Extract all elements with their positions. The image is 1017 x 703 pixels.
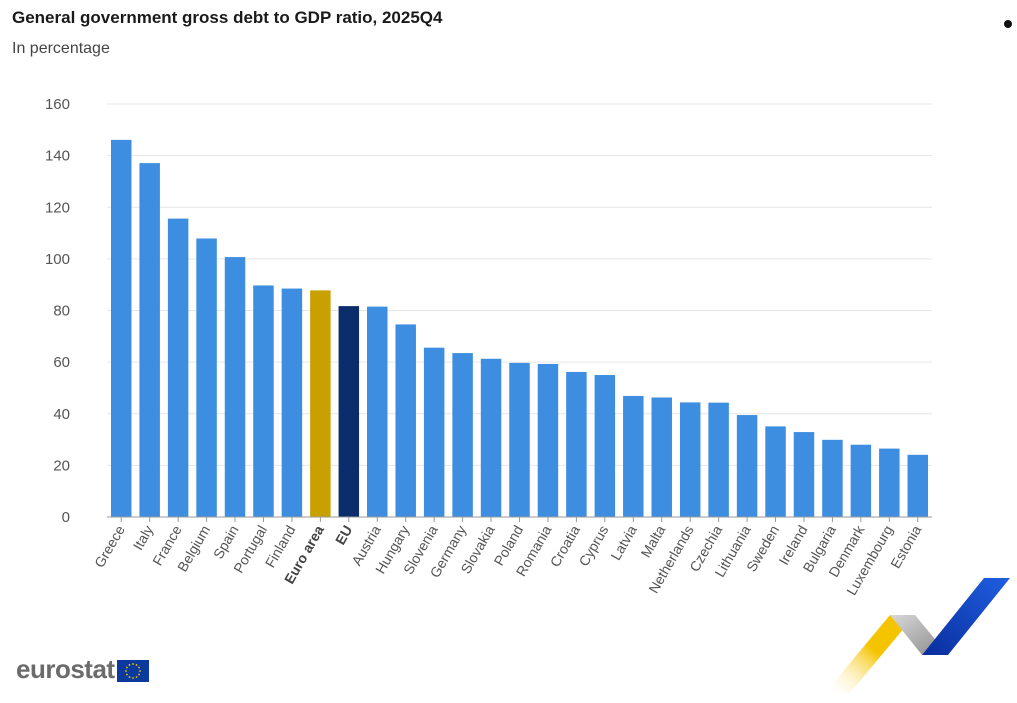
eurostat-wordmark: eurostat: [16, 653, 115, 684]
bar-chart: 0 20 40 60 80 100 120 140 160 Greece ItalyFranceB…: [45, 96, 932, 598]
y-tick-label: 120: [45, 199, 70, 216]
x-tick-label: Latvia: [607, 522, 640, 563]
eu-star-icon: [131, 662, 134, 665]
x-tick-label: Italy: [130, 523, 157, 553]
chart-subtitle: In percentage: [12, 40, 110, 57]
y-tick-label: 100: [45, 251, 70, 268]
bar-cyprus[interactable]: [594, 375, 616, 517]
bar-austria[interactable]: [367, 306, 388, 517]
eu-star-icon: [137, 666, 140, 668]
bar-lithuania[interactable]: [736, 415, 758, 517]
y-tick-label: 60: [53, 354, 70, 371]
x-axis-labels: Greece ItalyFranceBelgiumSpainPortugalFin…: [91, 517, 924, 598]
eu-star-icon: [125, 666, 128, 668]
eu-star-icon: [138, 669, 141, 672]
bar-portugal[interactable]: [253, 285, 274, 517]
y-tick-label: 80: [53, 303, 70, 320]
eu-star-icon: [135, 663, 137, 666]
bar-greece[interactable]: [110, 139, 132, 517]
x-tick-label: EU: [332, 523, 356, 548]
bar-italy[interactable]: [139, 163, 160, 517]
y-tick-label: 0: [62, 509, 70, 526]
eu-star-icon: [128, 675, 130, 678]
eu-star-icon: [128, 663, 130, 666]
menu-dot-icon[interactable]: [1004, 20, 1012, 28]
bar-slovenia[interactable]: [423, 347, 445, 517]
bar-latvia[interactable]: [623, 395, 644, 517]
y-tick-label: 20: [53, 457, 70, 474]
chart-title: General government gross debt to GDP rat…: [12, 8, 443, 27]
bar-belgium[interactable]: [196, 238, 217, 517]
decorative-chevron-icon: [825, 578, 1010, 693]
bar-euro-area[interactable]: [310, 290, 331, 517]
bar-finland[interactable]: [281, 288, 303, 517]
bar-ireland[interactable]: [793, 432, 815, 517]
bar-croatia[interactable]: [566, 371, 587, 517]
bar-estonia[interactable]: [907, 454, 929, 517]
y-tick-label: 160: [45, 96, 70, 113]
bar-malta[interactable]: [651, 397, 672, 517]
bar-denmark[interactable]: [850, 444, 872, 517]
bar-france[interactable]: [167, 218, 189, 518]
bar-romania[interactable]: [537, 363, 559, 517]
bar-sweden[interactable]: [765, 426, 786, 517]
y-axis-ticks: 0 20 40 60 80 100 120 140 160: [45, 96, 70, 526]
bar-bulgaria[interactable]: [822, 439, 843, 517]
eu-star-icon: [137, 673, 140, 675]
eurostat-logo: eurostat: [16, 654, 149, 684]
bar-germany[interactable]: [452, 353, 473, 517]
bar-hungary[interactable]: [395, 324, 416, 517]
bar-poland[interactable]: [509, 362, 530, 517]
y-tick-label: 140: [45, 148, 70, 165]
eu-flag-icon: [116, 659, 149, 682]
eu-star-icon: [135, 675, 137, 678]
eu-star-icon: [131, 676, 134, 679]
bar-spain[interactable]: [224, 257, 246, 517]
eu-star-icon: [124, 669, 127, 672]
bar-slovakia[interactable]: [480, 358, 502, 517]
y-tick-label: 40: [53, 406, 70, 423]
bar-eu[interactable]: [338, 306, 360, 517]
bar-netherlands[interactable]: [679, 402, 701, 517]
bar-czechia[interactable]: [708, 402, 729, 517]
eu-star-icon: [125, 673, 128, 675]
bar-luxembourg[interactable]: [879, 448, 900, 517]
x-tick-label: Greece: [91, 522, 128, 570]
bars: [110, 139, 929, 518]
